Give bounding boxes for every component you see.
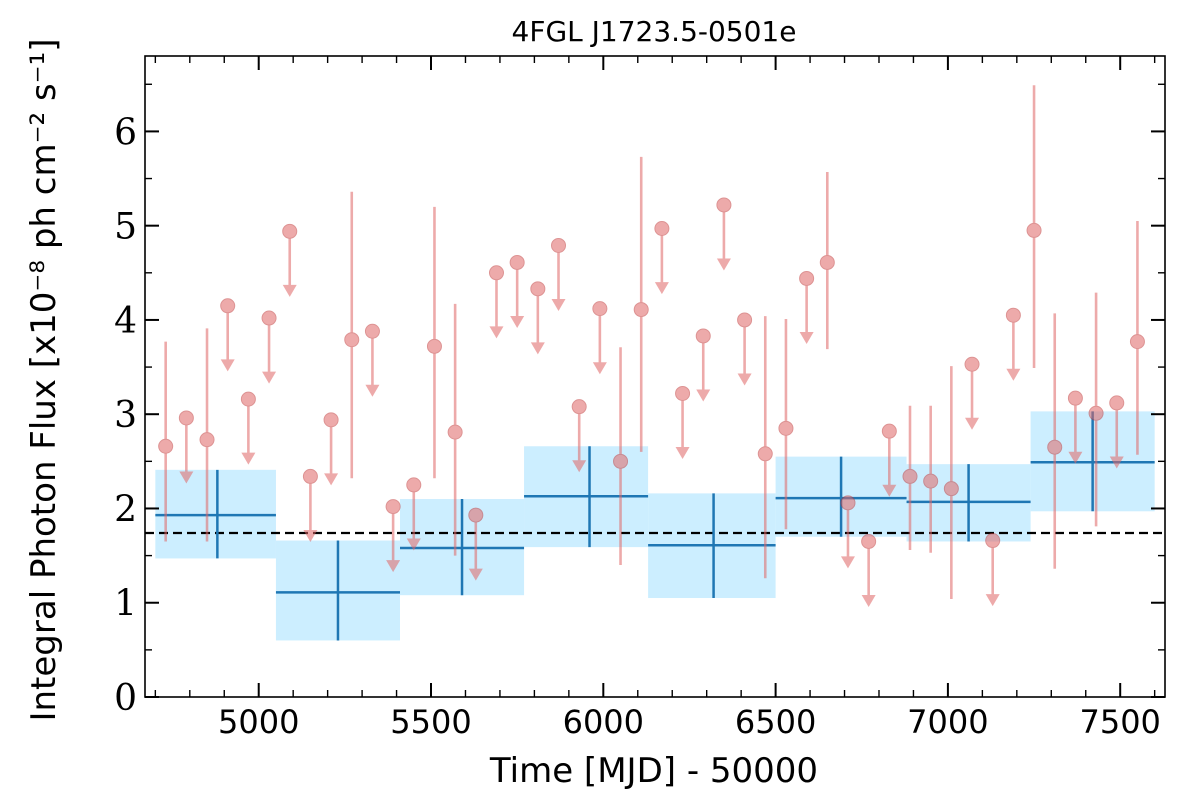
y-axis-label: Integral Photon Flux [x10⁻⁸ ph cm⁻² s⁻¹]: [24, 38, 64, 721]
fine-marker-45: [1089, 406, 1103, 420]
fine-marker-20: [572, 400, 586, 414]
fine-marker-24: [655, 222, 669, 236]
x-axis-label: Time [MJD] - 50000: [489, 751, 818, 791]
x-tick-label-5000: 5000: [218, 703, 299, 741]
fine-marker-32: [820, 255, 834, 269]
fine-marker-33: [841, 496, 855, 510]
fine-marker-9: [345, 333, 359, 347]
fine-marker-5: [262, 311, 276, 325]
fine-marker-8: [324, 413, 338, 427]
fine-marker-22: [614, 454, 628, 468]
fine-marker-31: [800, 271, 814, 285]
fine-marker-18: [531, 282, 545, 296]
fine-marker-3: [221, 299, 235, 313]
fine-marker-15: [469, 508, 483, 522]
fine-marker-23: [634, 303, 648, 317]
fine-marker-21: [593, 302, 607, 316]
fine-marker-7: [303, 469, 317, 483]
fine-marker-40: [986, 534, 1000, 548]
x-tick-label-7500: 7500: [1079, 703, 1160, 741]
x-tick-label-7000: 7000: [907, 703, 988, 741]
y-tick-label-4: 4: [114, 301, 137, 342]
fine-marker-41: [1006, 308, 1020, 322]
chart-title: 4FGL J1723.5-0501e: [512, 15, 797, 48]
fine-marker-6: [283, 224, 297, 238]
fine-marker-37: [924, 474, 938, 488]
fine-marker-26: [696, 329, 710, 343]
fine-marker-14: [448, 425, 462, 439]
fine-marker-36: [903, 469, 917, 483]
fine-marker-47: [1130, 335, 1144, 349]
y-tick-label-3: 3: [114, 395, 137, 436]
y-tick-label-1: 1: [114, 584, 137, 625]
y-tick-label-6: 6: [114, 112, 137, 153]
fine-marker-2: [200, 433, 214, 447]
y-tick-label-5: 5: [114, 207, 137, 248]
fine-marker-46: [1110, 396, 1124, 410]
fine-marker-28: [738, 313, 752, 327]
y-tick-label-2: 2: [114, 489, 137, 530]
fine-marker-11: [386, 500, 400, 514]
fine-marker-10: [365, 324, 379, 338]
x-tick-label-6000: 6000: [563, 703, 644, 741]
fine-marker-16: [489, 266, 503, 280]
fine-marker-35: [882, 424, 896, 438]
fine-marker-12: [407, 478, 421, 492]
fine-marker-30: [779, 421, 793, 435]
y-tick-label-0: 0: [114, 678, 137, 719]
fine-marker-39: [965, 357, 979, 371]
fine-marker-44: [1068, 391, 1082, 405]
fine-marker-42: [1027, 223, 1041, 237]
fine-marker-0: [159, 439, 173, 453]
fine-marker-25: [676, 386, 690, 400]
fine-marker-17: [510, 255, 524, 269]
fine-marker-27: [717, 198, 731, 212]
fine-marker-13: [427, 339, 441, 353]
x-tick-label-5500: 5500: [390, 703, 471, 741]
fine-marker-4: [241, 392, 255, 406]
fine-marker-1: [179, 411, 193, 425]
x-tick-label-6500: 6500: [735, 703, 816, 741]
fine-marker-19: [552, 238, 566, 252]
fine-marker-43: [1048, 440, 1062, 454]
fine-marker-38: [944, 482, 958, 496]
fine-marker-29: [758, 447, 772, 461]
fine-marker-34: [862, 534, 876, 548]
